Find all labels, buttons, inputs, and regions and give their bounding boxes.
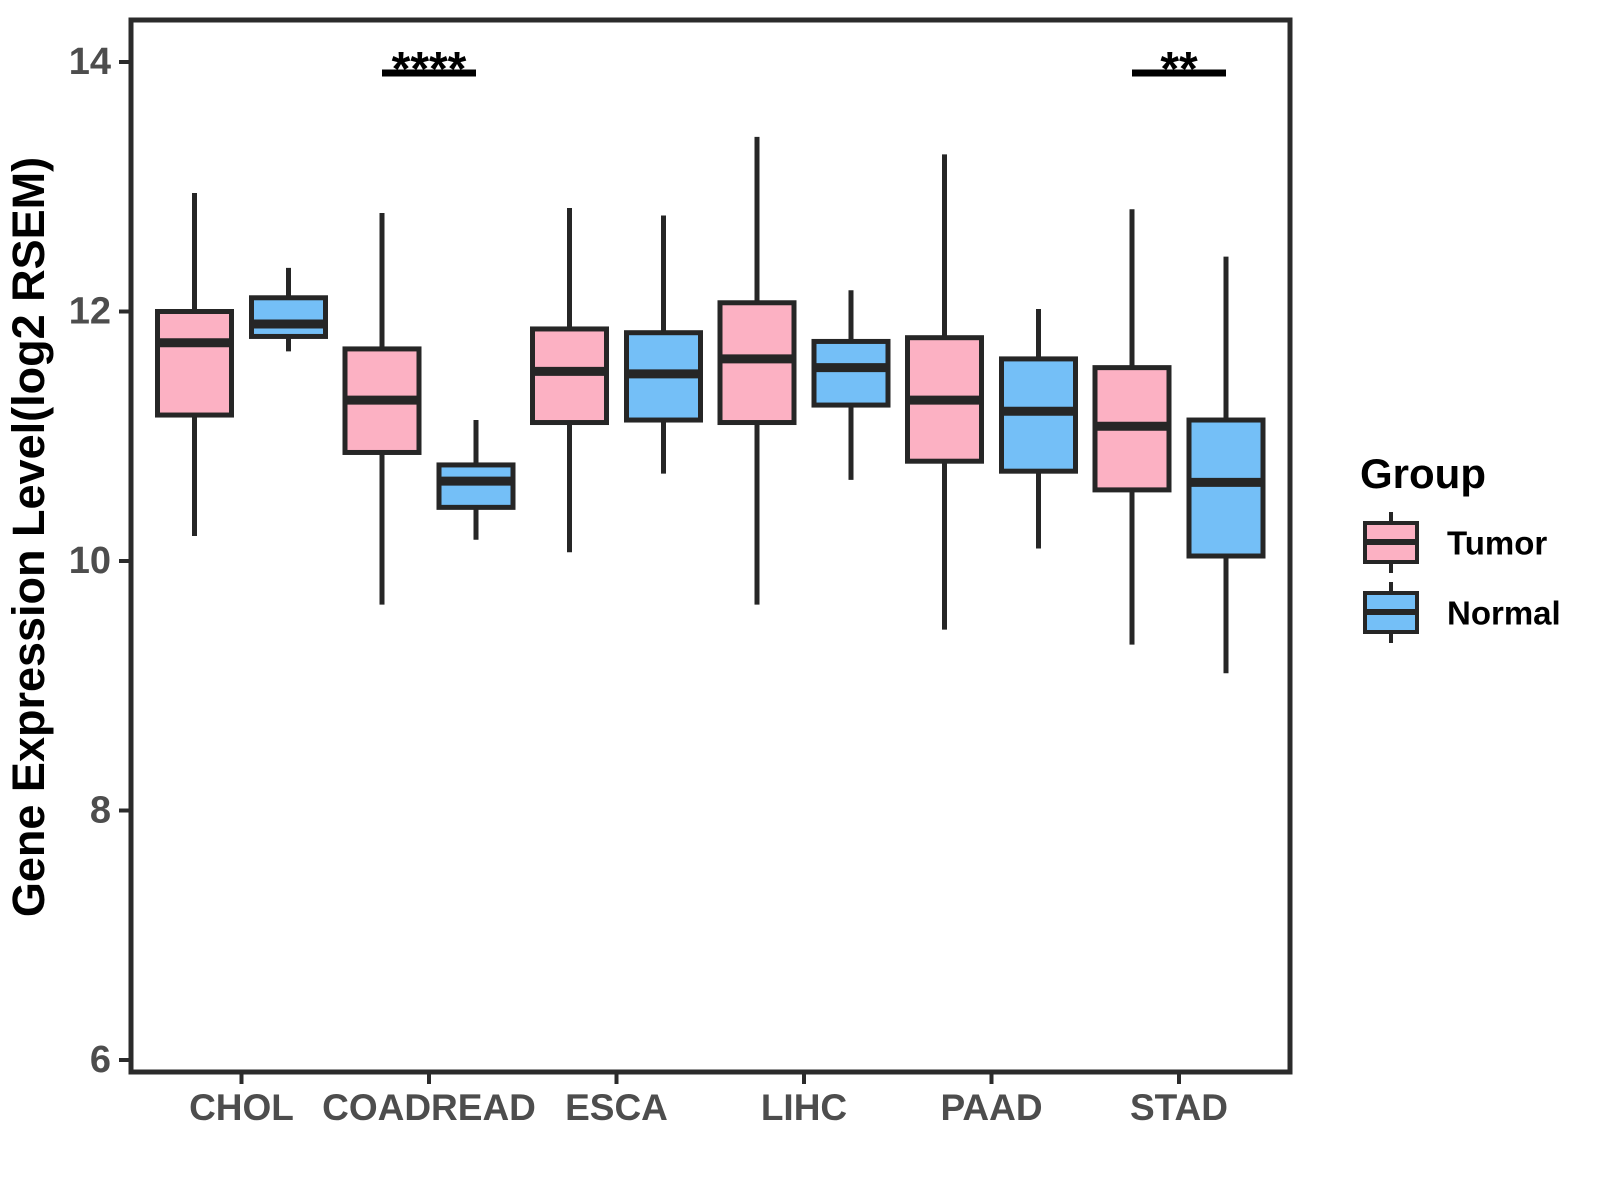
legend-item-tumor: Tumor xyxy=(1363,512,1547,573)
y-tick-label: 8 xyxy=(90,790,111,832)
x-tick-label: ESCA xyxy=(565,1087,668,1128)
boxplot-box xyxy=(1186,417,1266,559)
y-tick-label: 6 xyxy=(90,1039,111,1081)
y-axis-title: Gene Expression Level(log2 RSEM) xyxy=(3,157,54,917)
legend: Group Tumor Normal xyxy=(1360,450,1561,643)
x-tick-label: PAAD xyxy=(940,1087,1042,1128)
boxplot-glyph-normal-icon xyxy=(1363,582,1419,643)
legend-label-normal: Normal xyxy=(1447,595,1561,632)
boxplot-box xyxy=(811,338,891,408)
legend-item-normal: Normal xyxy=(1363,582,1561,643)
boxplot-box xyxy=(436,462,516,510)
significance-stars: **** xyxy=(392,43,467,96)
y-tick-label: 14 xyxy=(69,41,111,83)
boxplot-box xyxy=(155,309,234,418)
y-tick-label: 10 xyxy=(69,540,111,582)
boxplot-box xyxy=(249,295,328,339)
boxplot-glyph-tumor-icon xyxy=(1363,512,1419,573)
legend-label-tumor: Tumor xyxy=(1447,525,1547,562)
x-tick-label: STAD xyxy=(1130,1087,1228,1128)
x-tick-label: CHOL xyxy=(189,1087,294,1128)
x-tick-label: LIHC xyxy=(761,1087,847,1128)
x-tick-label: COADREAD xyxy=(322,1087,536,1128)
legend-title: Group xyxy=(1360,450,1486,497)
significance-stars: ** xyxy=(1160,43,1198,96)
y-tick-label: 12 xyxy=(69,291,111,333)
panel-border xyxy=(128,17,1293,1075)
